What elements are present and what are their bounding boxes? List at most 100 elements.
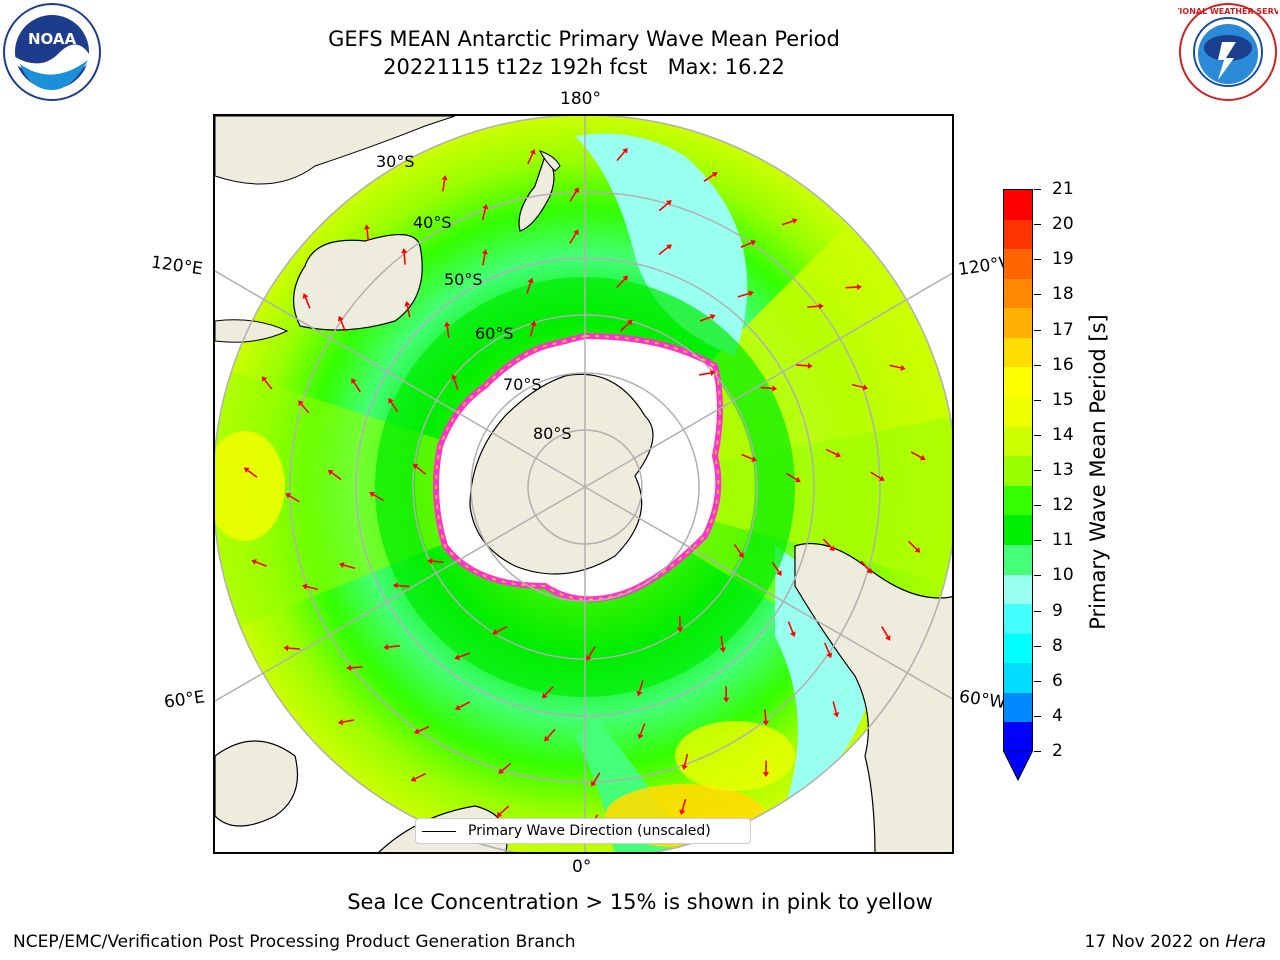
colorbar-band [1004,485,1032,516]
wave-arrow-head [856,283,862,291]
map-legend: Primary Wave Direction (unscaled) [415,818,751,844]
colorbar-tick-label: 21 [1052,179,1074,199]
wave-direction-arrows [243,147,926,829]
wave-arrow-head [346,664,352,671]
wave-arrow-head [862,384,869,391]
wave-arrow-head [337,315,344,322]
colorbar-tick-label: 12 [1052,495,1074,516]
wave-arrow [247,469,258,478]
lon-label-180: 180° [560,89,601,109]
wave-arrow-head [919,454,926,461]
wave-arrow-head [444,321,451,327]
legend-line-swatch [422,830,456,832]
nws-logo-text: NATIONAL WEATHER SERVICE [1178,7,1278,16]
wave-arrow-head [492,629,498,635]
colorbar-band [1004,456,1032,487]
colorbar-band [1004,574,1032,605]
colorbar-tick-label: 2 [1052,741,1063,761]
wave-arrow-head [541,692,548,699]
wave-arrow-head [626,319,633,326]
colorbar-tick [1034,610,1041,612]
wave-arrow-head [637,733,644,740]
legend-label: Primary Wave Direction (unscaled) [468,823,711,839]
wave-arrow [703,174,715,182]
wave-arrow [699,316,712,322]
footer-credit: NCEP/EMC/Verification Post Processing Pr… [13,932,576,952]
wave-arrow-head [298,400,304,407]
wave-arrow-head [885,635,891,641]
wave-arrow-head [573,187,579,194]
wave-arrow [397,584,410,588]
wave-arrow [907,540,918,550]
wave-arrow [638,680,644,692]
colorbar-tick-label: 9 [1052,600,1063,621]
wave-arrow-head [591,780,597,787]
wave-arrow-head [529,148,536,155]
wave-arrow-head [900,364,906,371]
wave-arrow-head [711,172,718,178]
wave-arrow [889,364,902,369]
wave-arrow-head [261,376,268,382]
wave-arrow-head [709,313,716,320]
colorbar-tick-label: 10 [1052,565,1074,586]
wave-arrow [482,253,486,266]
wave-arrow-head [829,545,835,552]
colorbar-band [1004,692,1032,723]
noaa-logo: NOAA [2,2,102,102]
wave-arrow [350,666,363,669]
colorbar-band [1004,337,1032,368]
colorbar-tick-label: 4 [1052,705,1063,726]
wave-arrow-head [251,559,257,565]
wave-arrow [683,753,689,766]
wave-arrow-head [762,720,769,726]
wave-arrow-head [833,711,840,718]
lon-label-60w: 60°W [957,686,1008,714]
wave-arrow-head [363,224,371,230]
wave-arrow [699,372,711,376]
colorbar-band [1004,367,1032,398]
wave-arrow-head [369,491,376,498]
wave-arrow-head [676,627,684,633]
wave-arrow [458,652,471,658]
colorbar [1003,189,1033,753]
wave-arrow [639,723,646,735]
wave-arrow [304,297,311,309]
wave-arrow-head [738,552,744,558]
wave-arrow [786,472,797,481]
wave-arrow-head [748,290,754,297]
colorbar-band [1004,219,1032,250]
wave-arrow [616,278,626,289]
wave-arrow [593,772,601,783]
wave-arrow [340,320,346,332]
wave-arrow-head [338,562,345,569]
colorbar-tick-label: 15 [1052,389,1074,410]
wave-arrow [569,233,577,244]
colorbar-tick [1034,329,1041,331]
wave-arrow-head [679,809,686,815]
colorbar-tick [1034,399,1041,401]
wave-arrow [255,561,267,567]
wave-arrow-head [392,582,398,589]
lat-label-80s: 80°S [533,424,572,443]
wave-arrow-head [243,467,250,473]
wave-arrow [306,585,319,591]
colorbar-tick-label: 19 [1052,249,1074,270]
colorbar-tick-label: 16 [1052,354,1074,375]
wave-arrow-head [792,218,798,224]
wave-arrow [658,246,669,256]
wave-arrow [796,364,808,367]
colorbar-band [1004,397,1032,428]
lat-label-30s: 30°S [376,152,415,171]
caption: Sea Ice Concentration > 15% is shown in … [347,890,933,914]
wave-arrow [331,472,342,481]
wave-arrow-head [427,557,433,565]
wave-arrow-head [496,811,503,818]
wave-arrow-head [301,583,308,590]
wave-arrow-head [481,249,488,255]
wave-arrow-head [283,644,289,652]
colorbar-tick [1034,259,1041,261]
colorbar-band [1004,190,1032,221]
colorbar-tick [1034,224,1041,226]
wave-arrow-head [750,239,757,246]
colorbar-tick-label: 20 [1052,214,1074,235]
